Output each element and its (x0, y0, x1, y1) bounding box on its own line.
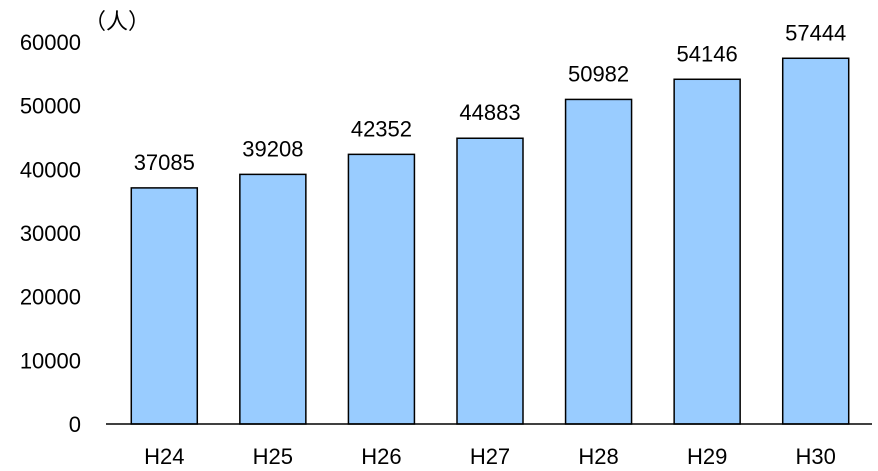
x-tick-label: H28 (578, 444, 618, 469)
x-axis-labels: H24 H25 H26 H27 H28 H29 H30 (144, 444, 836, 469)
y-tick-label: 10000 (20, 348, 81, 373)
y-tick-label: 40000 (20, 157, 81, 182)
data-label-h30: 57444 (785, 20, 846, 45)
y-tick-label: 20000 (20, 285, 81, 310)
bar-h27 (456, 137, 524, 425)
bar-h24 (130, 187, 199, 425)
data-label-h28: 50982 (568, 61, 629, 86)
y-tick-label: 60000 (20, 30, 81, 55)
y-tick-label: 50000 (20, 94, 81, 119)
bar-series (130, 57, 850, 425)
data-label-h27: 44883 (459, 100, 520, 125)
y-tick-label: 0 (69, 412, 81, 437)
x-tick-label: H26 (361, 444, 401, 469)
y-axis-ticks: 0 10000 20000 30000 40000 50000 60000 (20, 30, 81, 437)
bar-h29 (673, 78, 741, 425)
data-label-h26: 42352 (351, 116, 412, 141)
data-label-h29: 54146 (677, 41, 738, 66)
x-tick-label: H29 (687, 444, 727, 469)
y-axis-unit-label: （人） (84, 9, 150, 34)
x-tick-label: H24 (144, 444, 184, 469)
bar-h30 (781, 57, 850, 425)
data-labels: 37085 39208 42352 44883 50982 54146 57444 (134, 20, 847, 175)
data-label-h25: 39208 (242, 136, 303, 161)
x-tick-label: H27 (470, 444, 510, 469)
y-tick-label: 30000 (20, 221, 81, 246)
x-tick-label: H25 (253, 444, 293, 469)
x-tick-label: H30 (796, 444, 836, 469)
data-label-h24: 37085 (134, 150, 195, 175)
bar-h25 (239, 173, 307, 425)
bar-h28 (564, 98, 633, 425)
bar-h26 (347, 153, 416, 425)
